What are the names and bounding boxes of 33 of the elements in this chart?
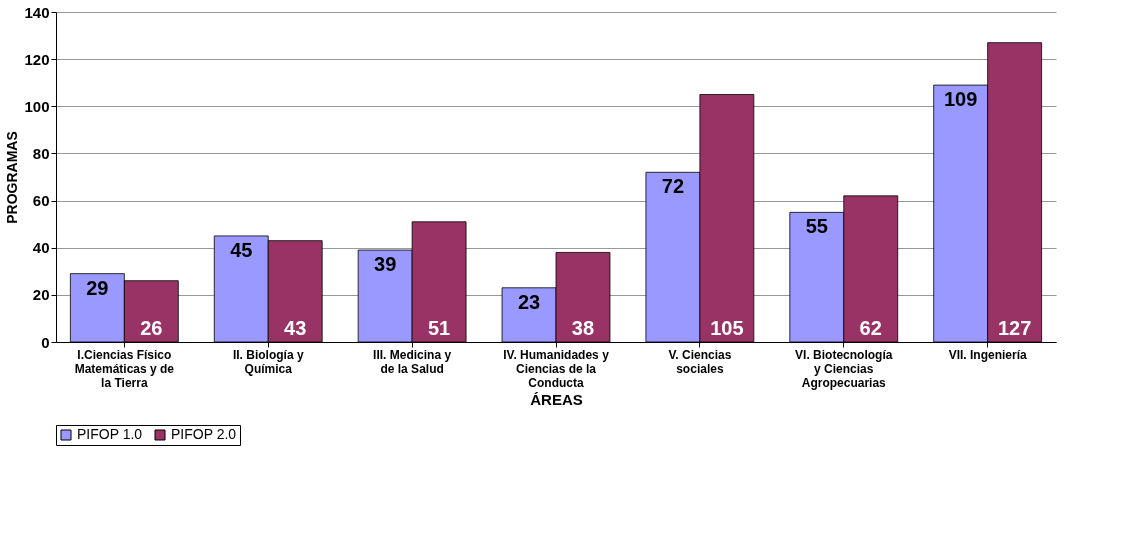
x-tick-label: II. Biología y Química <box>232 347 304 376</box>
y-tick-label: 100 <box>24 97 50 115</box>
legend-label: PIFOP 2.0 <box>171 426 237 442</box>
x-tick-label: IV. Humanidades y Ciencias de la Conducta <box>503 347 610 390</box>
x-tick-label: V. Ciencias sociales <box>668 347 732 376</box>
x-tick-label: III. Medicina y de la Salud <box>373 347 452 376</box>
y-tick-label: 60 <box>32 192 50 210</box>
data-label: 26 <box>140 317 163 339</box>
data-label: 43 <box>284 317 307 339</box>
data-label: 51 <box>427 317 451 339</box>
data-label: 23 <box>517 290 541 313</box>
y-tick-label: 20 <box>32 286 50 304</box>
y-tick-label: 40 <box>32 239 50 257</box>
data-label: 45 <box>230 238 253 261</box>
x-axis-title: ÁREAS <box>530 390 583 408</box>
x-tick-label: I.Ciencias Físico Matemáticas y de la Tierra <box>74 347 175 390</box>
y-tick-label: 0 <box>41 333 50 351</box>
data-label: 109 <box>943 88 978 111</box>
data-label: 39 <box>374 253 397 276</box>
data-label: 29 <box>86 276 109 299</box>
legend-label: PIFOP 1.0 <box>77 426 143 442</box>
x-tick-label: VI. Biotecnología y Ciencias Agropecuarias <box>795 347 893 390</box>
y-tick-label: 80 <box>32 144 50 162</box>
data-label: 38 <box>571 317 595 339</box>
y-tick-label: 120 <box>24 50 50 68</box>
x-tick-label: VII. Ingeniería <box>948 347 1027 362</box>
data-label: 127 <box>997 317 1032 339</box>
data-label: 55 <box>805 215 828 238</box>
data-label: 105 <box>710 317 744 339</box>
y-axis-title: PROGRAMAS <box>4 131 21 224</box>
data-label: 62 <box>859 317 882 339</box>
y-tick-label: 140 <box>24 3 50 21</box>
data-label: 72 <box>661 175 685 198</box>
